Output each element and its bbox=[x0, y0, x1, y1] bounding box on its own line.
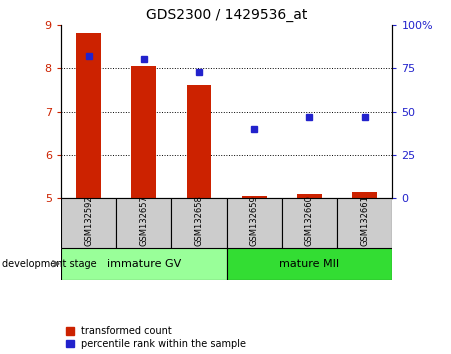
Bar bbox=[352, 192, 377, 198]
Bar bbox=[282, 198, 337, 248]
Text: GSM132657: GSM132657 bbox=[139, 195, 148, 246]
Text: GSM132661: GSM132661 bbox=[360, 195, 369, 246]
Bar bbox=[61, 198, 116, 248]
Bar bbox=[242, 196, 267, 198]
Text: GSM132659: GSM132659 bbox=[250, 195, 259, 246]
Legend: transformed count, percentile rank within the sample: transformed count, percentile rank withi… bbox=[66, 326, 246, 349]
Text: development stage: development stage bbox=[2, 259, 97, 269]
Bar bbox=[187, 85, 212, 198]
Text: GSM132658: GSM132658 bbox=[194, 195, 203, 246]
Bar bbox=[116, 198, 171, 248]
Bar bbox=[297, 194, 322, 198]
Bar bbox=[226, 198, 282, 248]
Text: immature GV: immature GV bbox=[106, 259, 181, 269]
Bar bbox=[171, 198, 226, 248]
Bar bbox=[226, 248, 392, 280]
Bar bbox=[337, 198, 392, 248]
Text: GSM132660: GSM132660 bbox=[305, 195, 314, 246]
Text: GSM132592: GSM132592 bbox=[84, 195, 93, 246]
Bar bbox=[61, 248, 226, 280]
Text: mature MII: mature MII bbox=[280, 259, 340, 269]
Bar bbox=[76, 33, 101, 198]
Title: GDS2300 / 1429536_at: GDS2300 / 1429536_at bbox=[146, 8, 307, 22]
Bar bbox=[131, 66, 156, 198]
